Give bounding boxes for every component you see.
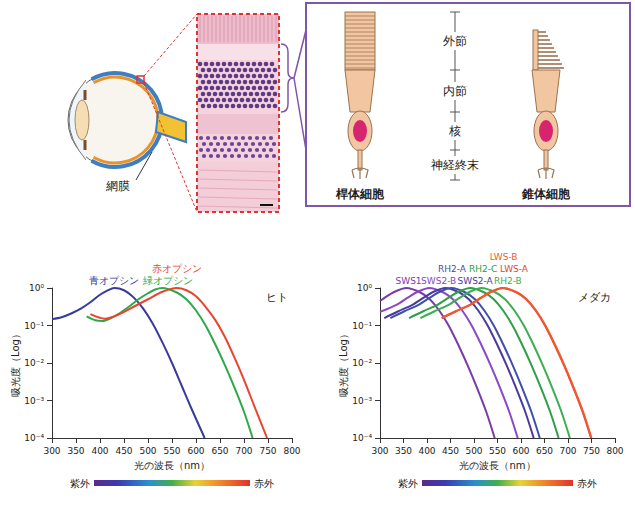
svg-text:10⁻²: 10⁻² [24,358,44,368]
svg-text:10⁰: 10⁰ [357,283,372,293]
svg-text:10⁻⁴: 10⁻⁴ [24,433,44,443]
svg-text:10⁻⁴: 10⁻⁴ [352,433,372,443]
svg-text:SWS1: SWS1 [396,276,422,286]
svg-text:750: 750 [583,446,600,456]
svg-text:網膜: 網膜 [105,179,130,193]
svg-text:神経終末: 神経終末 [431,158,479,172]
svg-text:光の波長（nm）: 光の波長（nm） [134,460,210,471]
svg-text:700: 700 [559,446,576,456]
svg-text:800: 800 [606,446,623,456]
svg-text:300: 300 [43,446,60,456]
svg-text:RH2-A: RH2-A [438,264,467,274]
svg-text:10⁰: 10⁰ [29,283,44,293]
svg-text:550: 550 [489,446,506,456]
svg-text:500: 500 [465,446,482,456]
svg-text:吸光度（Log）: 吸光度（Log） [10,329,21,397]
svg-text:10⁻²: 10⁻² [352,358,372,368]
svg-text:核: 核 [448,124,461,138]
svg-text:外節: 外節 [443,34,467,48]
svg-text:SWS2-A: SWS2-A [458,276,494,286]
svg-text:10⁻¹: 10⁻¹ [352,321,372,331]
svg-text:10⁻³: 10⁻³ [352,396,372,406]
svg-text:700: 700 [235,446,252,456]
svg-text:錐体細胞: 錐体細胞 [521,187,571,201]
svg-text:赤外: 赤外 [577,478,597,489]
svg-text:緑オプシン: 緑オプシン [142,275,193,286]
svg-text:400: 400 [91,446,108,456]
svg-text:650: 650 [211,446,228,456]
svg-text:600: 600 [187,446,204,456]
svg-text:紫外: 紫外 [398,478,418,489]
svg-text:500: 500 [139,446,156,456]
svg-text:吸光度（Log）: 吸光度（Log） [338,329,349,397]
svg-text:赤外: 赤外 [254,478,274,489]
svg-text:350: 350 [67,446,84,456]
svg-text:450: 450 [442,446,459,456]
svg-text:内節: 内節 [443,84,467,98]
svg-text:光の波長（nm）: 光の波長（nm） [459,460,535,471]
svg-text:300: 300 [371,446,388,456]
svg-text:450: 450 [115,446,132,456]
svg-text:400: 400 [418,446,435,456]
svg-text:10⁻¹: 10⁻¹ [24,321,44,331]
svg-text:550: 550 [163,446,180,456]
svg-text:10⁻³: 10⁻³ [24,396,44,406]
svg-text:800: 800 [283,446,300,456]
svg-text:750: 750 [259,446,276,456]
svg-text:メダカ: メダカ [578,291,611,304]
svg-text:RH2-C: RH2-C [469,264,497,274]
svg-text:350: 350 [395,446,412,456]
svg-text:紫外: 紫外 [70,478,90,489]
svg-text:青オプシン: 青オプシン [89,275,139,286]
svg-text:桿体細胞: 桿体細胞 [335,187,385,201]
svg-text:600: 600 [512,446,529,456]
svg-text:赤オプシン: 赤オプシン [152,263,202,274]
svg-text:LWS-A: LWS-A [500,264,529,274]
svg-text:650: 650 [536,446,553,456]
svg-text:LWS-B: LWS-B [490,252,518,262]
svg-text:RH2-B: RH2-B [494,276,522,286]
svg-text:ヒト: ヒト [266,291,288,304]
svg-text:SWS2-B: SWS2-B [421,276,456,286]
